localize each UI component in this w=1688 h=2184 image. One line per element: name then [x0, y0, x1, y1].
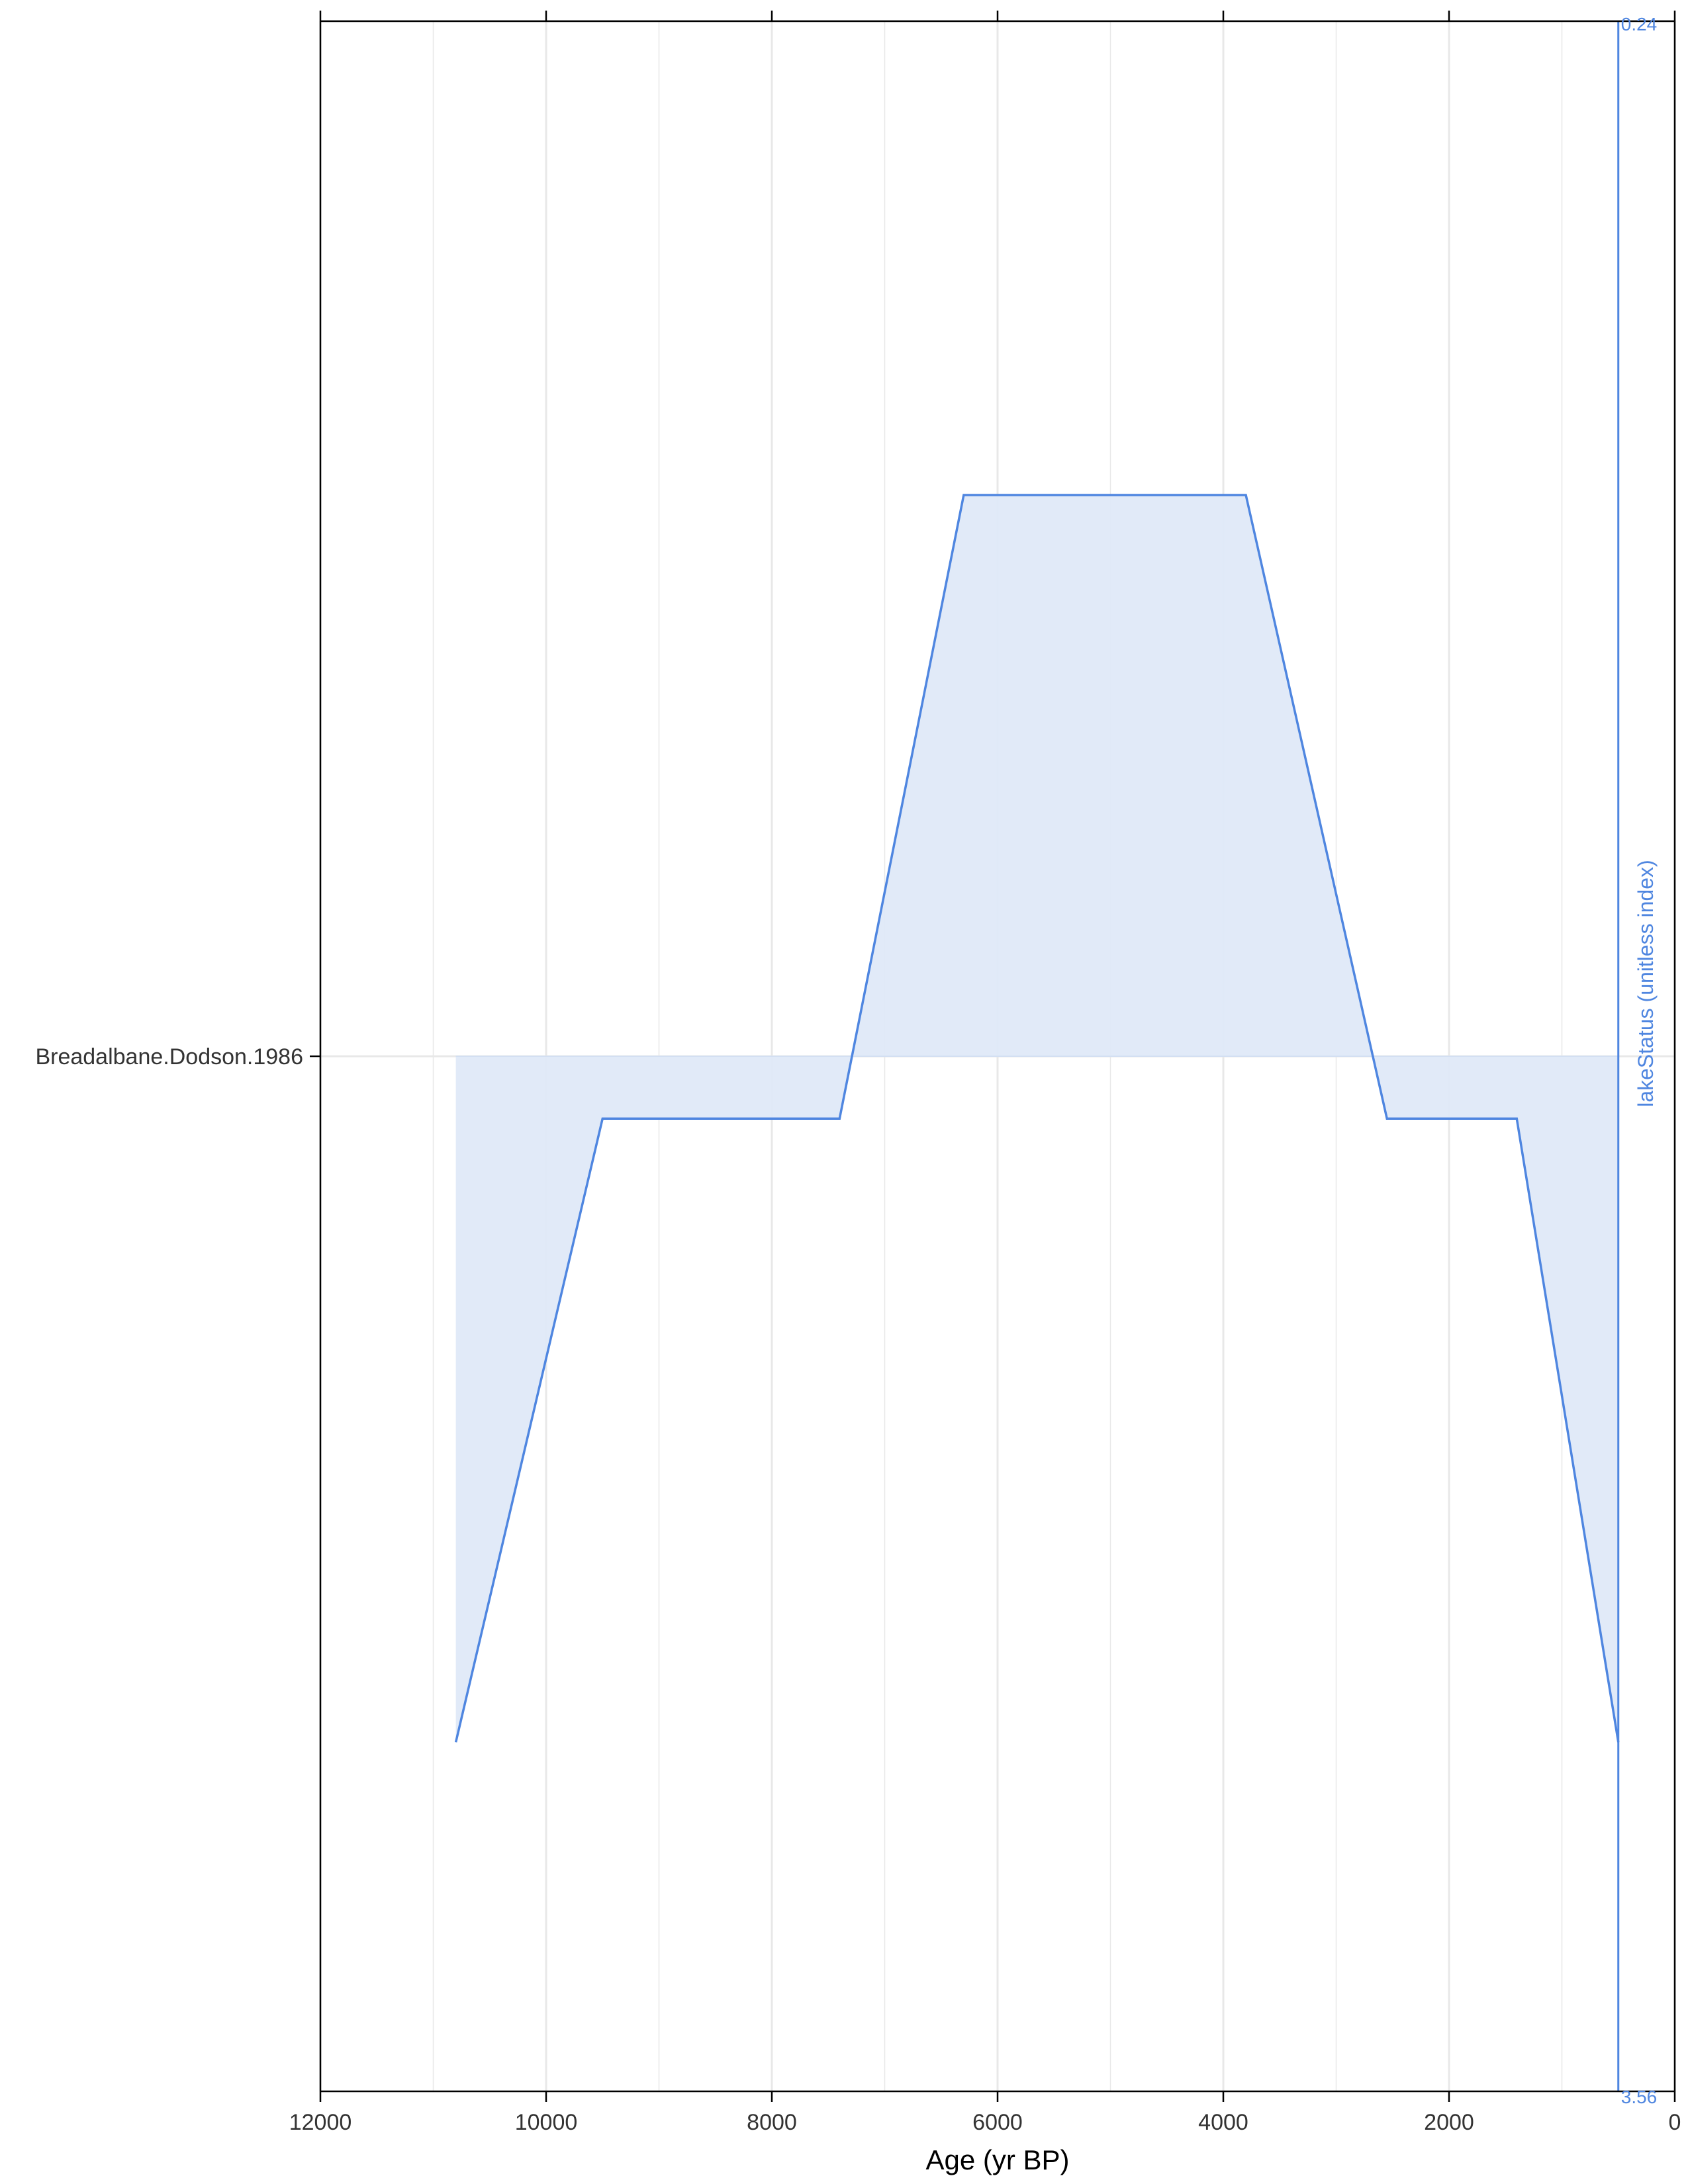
axes-layer [310, 11, 1676, 2102]
site-label: Breadalbane.Dodson.1986 [35, 1044, 303, 1069]
x-tick-label: 4000 [1198, 2110, 1248, 2135]
x-axis-title: Age (yr BP) [925, 2144, 1069, 2175]
lake-status-line [454, 494, 1620, 1743]
x-tick-label: 6000 [972, 2110, 1023, 2135]
right-tick-label-bottom: 3.56 [1621, 2087, 1658, 2107]
x-tick-label: 2000 [1424, 2110, 1474, 2135]
x-tick-label: 0 [1669, 2110, 1681, 2135]
right-tick-label-top: 0.24 [1621, 14, 1658, 34]
labels-layer: 12000 10000 8000 6000 4000 2000 0 Breadalbane.D… [35, 14, 1681, 2175]
x-tick-label: 8000 [747, 2110, 797, 2135]
x-tick-label: 12000 [289, 2110, 352, 2135]
right-axis-title: lakeStatus (unitless index) [1634, 860, 1658, 1107]
x-tick-label: 10000 [515, 2110, 578, 2135]
